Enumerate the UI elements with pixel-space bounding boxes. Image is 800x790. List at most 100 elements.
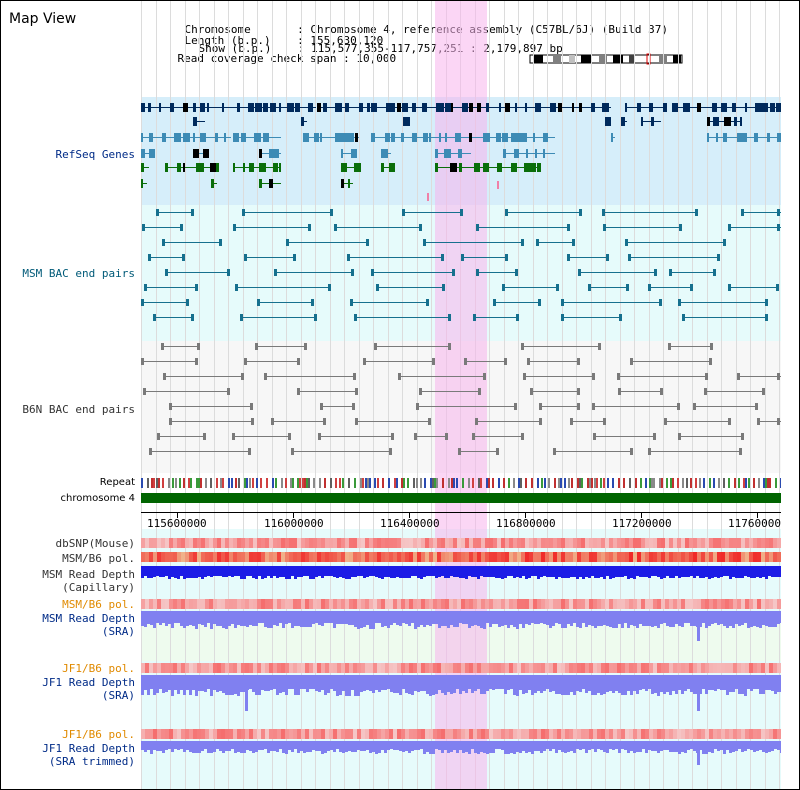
dbsnp-label[interactable]: dbSNP(Mouse) xyxy=(55,537,135,550)
depth-bar xyxy=(516,611,519,629)
depth-bar xyxy=(450,566,453,576)
grid-line xyxy=(417,1,418,789)
bac-pair-end xyxy=(659,299,662,306)
bac-pair-end xyxy=(592,403,595,410)
grid-line xyxy=(547,1,548,789)
heat-bin xyxy=(669,599,673,609)
jf1-b6-pol-label[interactable]: JF1/B6 pol. xyxy=(62,662,135,675)
bac-pair-end xyxy=(182,254,185,261)
depth-bar xyxy=(309,611,312,627)
msm-b6-pol-2-track[interactable] xyxy=(141,599,781,609)
heat-bin xyxy=(769,538,773,548)
b6n-bac-track[interactable] xyxy=(141,341,781,473)
heat-bin xyxy=(393,552,397,562)
msm-read-depth-sra-track[interactable] xyxy=(141,611,781,641)
dbsnp-track[interactable] xyxy=(141,538,781,548)
msm-bac-track[interactable] xyxy=(141,205,781,341)
jf1-b6-pol-2-label[interactable]: JF1/B6 pol. xyxy=(62,728,135,741)
chromosome-bar[interactable] xyxy=(141,493,781,503)
heat-bin xyxy=(265,538,269,548)
heat-bin xyxy=(689,538,693,548)
depth-bar xyxy=(219,675,222,691)
bac-pair-line xyxy=(320,406,352,407)
bac-pair-line xyxy=(693,406,755,407)
heat-bin xyxy=(701,599,705,609)
heat-bin xyxy=(181,538,185,548)
bac-pair-line xyxy=(678,302,765,303)
heat-bin xyxy=(489,599,493,609)
highlight-region[interactable] xyxy=(435,1,487,789)
jf1-read-depth-sra-track[interactable] xyxy=(141,675,781,711)
gene-exon xyxy=(672,103,678,112)
depth-bar xyxy=(177,611,180,623)
bac-pair-line xyxy=(678,436,741,437)
heat-bin xyxy=(397,552,401,562)
bac-pair-line xyxy=(297,391,355,392)
depth-bar xyxy=(714,675,717,691)
depth-bar xyxy=(141,675,144,695)
bac-pair-line xyxy=(141,302,186,303)
depth-bar xyxy=(537,741,540,751)
depth-bar xyxy=(726,675,729,695)
msm-b6-pol-track[interactable] xyxy=(141,552,781,562)
depth-bar xyxy=(276,566,279,578)
bac-pair-end xyxy=(514,403,517,410)
depth-bar xyxy=(693,741,696,751)
msm-b6-pol-2-label[interactable]: MSM/B6 pol. xyxy=(62,598,135,611)
depth-bar xyxy=(417,675,420,692)
depth-bar xyxy=(285,611,288,624)
jf1-read-depth-trim-track[interactable] xyxy=(141,741,781,765)
heat-bin xyxy=(237,552,241,562)
refseq-genes-label[interactable]: RefSeq Genes xyxy=(55,148,135,161)
heat-bin xyxy=(509,552,513,562)
repeat-element xyxy=(339,478,341,488)
jf1-read-depth-trim-label-2[interactable]: (SRA trimmed) xyxy=(48,755,135,768)
msm-bac-label[interactable]: MSM BAC end pairs xyxy=(22,267,135,280)
depth-bar xyxy=(210,611,213,629)
heat-bin xyxy=(749,552,753,562)
jf1-b6-pol-track[interactable] xyxy=(141,663,781,673)
depth-bar xyxy=(618,566,621,577)
msm-read-depth-capillary-label-2[interactable]: (Capillary) xyxy=(62,581,135,594)
msm-read-depth-sra-label-1[interactable]: MSM Read Depth xyxy=(42,612,135,625)
repeat-element xyxy=(302,478,304,488)
jf1-b6-pol-2-track[interactable] xyxy=(141,729,781,739)
depth-bar xyxy=(192,611,195,626)
heat-bin xyxy=(669,538,673,548)
depth-bar xyxy=(246,611,249,627)
b6n-bac-label[interactable]: B6N BAC end pairs xyxy=(22,403,135,416)
refseq-genes-track[interactable] xyxy=(141,97,781,205)
heat-bin xyxy=(145,552,149,562)
msm-read-depth-capillary-track[interactable] xyxy=(141,566,781,586)
depth-bar xyxy=(210,675,213,696)
grid-line xyxy=(692,1,693,789)
gene-exon xyxy=(323,103,327,112)
jf1-read-depth-sra-label-1[interactable]: JF1 Read Depth xyxy=(42,676,135,689)
jf1-read-depth-sra-label-2[interactable]: (SRA) xyxy=(101,689,135,702)
bac-pair-end xyxy=(350,299,353,306)
repeat-track[interactable] xyxy=(141,478,781,488)
heat-bin xyxy=(373,599,377,609)
bac-pair-line xyxy=(458,451,496,452)
gene-exon xyxy=(683,103,690,112)
msm-read-depth-capillary-label-1[interactable]: MSM Read Depth xyxy=(42,568,135,581)
depth-bar xyxy=(312,566,315,579)
depth-bar xyxy=(594,675,597,695)
gene-exon xyxy=(345,103,349,112)
depth-bar xyxy=(777,611,780,624)
depth-bar xyxy=(324,741,327,753)
heat-bin xyxy=(445,663,449,673)
jf1-read-depth-trim-label-1[interactable]: JF1 Read Depth xyxy=(42,742,135,755)
heat-bin xyxy=(773,552,777,562)
bac-pair-end xyxy=(777,209,780,216)
heat-bin xyxy=(485,552,489,562)
msm-b6-pol-label[interactable]: MSM/B6 pol. xyxy=(62,552,135,565)
depth-bar xyxy=(282,611,285,628)
depth-bar xyxy=(213,675,216,690)
msm-read-depth-sra-label-2[interactable]: (SRA) xyxy=(101,625,135,638)
chromosome-ideogram[interactable] xyxy=(529,53,685,65)
heat-bin xyxy=(629,552,633,562)
heat-bin xyxy=(677,729,681,739)
depth-bar xyxy=(219,611,222,626)
depth-bar xyxy=(255,611,258,626)
